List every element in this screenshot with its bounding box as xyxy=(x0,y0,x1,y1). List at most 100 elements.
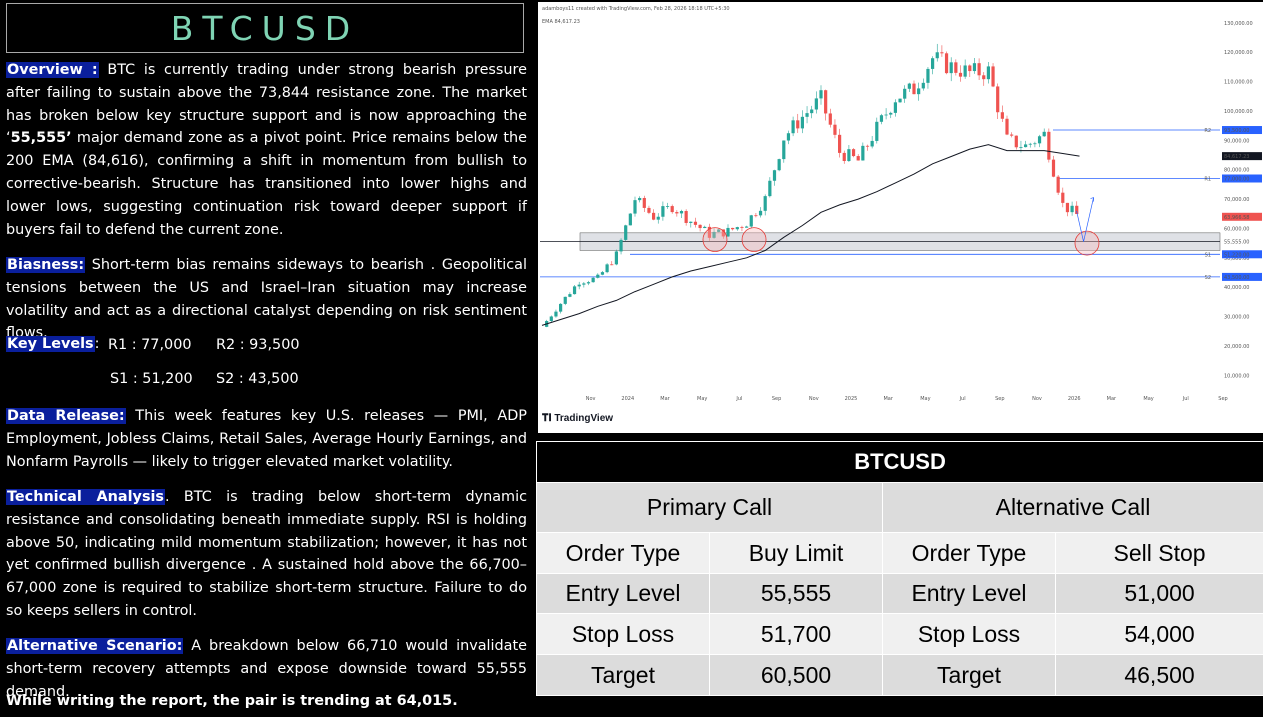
candle-body xyxy=(684,211,688,223)
candle-body xyxy=(610,264,614,266)
y-tick-label: 20,000.00 xyxy=(1224,344,1249,350)
r2-level: R2 : 93,500 xyxy=(216,337,300,353)
price-tag-s1-bg xyxy=(1222,250,1262,259)
candle-body xyxy=(805,113,809,117)
candle-body xyxy=(963,65,967,77)
candle-body xyxy=(986,66,990,80)
candle-body xyxy=(838,134,842,153)
candle-body xyxy=(968,65,972,72)
candle-body xyxy=(912,83,916,95)
projection-arrowhead xyxy=(1090,197,1094,202)
y-tick-label: 110,000.00 xyxy=(1224,80,1253,86)
candle-body xyxy=(679,211,684,214)
candle-body xyxy=(772,170,777,181)
overview-text-a: BTC is currently trading under strong be… xyxy=(6,62,528,147)
table-cell: Entry Level xyxy=(882,573,1056,614)
candle-body xyxy=(842,152,846,162)
candle-body xyxy=(1042,131,1046,137)
candle-body xyxy=(740,227,744,228)
x-tick-label: Mar xyxy=(1107,396,1117,402)
candle-body xyxy=(786,133,791,141)
alternative-text: A breakdown below 66,710 would invalidat… xyxy=(6,638,527,700)
trade-table: BTCUSD Primary Call Alternative Call Ord… xyxy=(535,441,1263,696)
price-tag-r1-bg xyxy=(1222,174,1262,183)
table-cell: 51,000 xyxy=(1054,573,1263,614)
candle-body xyxy=(1010,134,1014,136)
candle-body xyxy=(605,264,609,273)
candle-body xyxy=(1005,118,1009,135)
demand-touch-circle xyxy=(1074,230,1100,256)
candle-body xyxy=(833,124,837,135)
candle-body xyxy=(917,88,921,95)
tradingview-logo-icon: 𝐓𝐈 xyxy=(542,413,555,424)
candle-body xyxy=(996,86,1000,113)
candle-body xyxy=(745,226,749,228)
candle-body xyxy=(652,212,656,220)
table-title-row: BTCUSD xyxy=(535,441,1263,483)
candle-body xyxy=(977,63,981,76)
candle-body xyxy=(1061,192,1065,203)
alternative-paragraph: Alternative Scenario: A breakdown below … xyxy=(6,635,527,703)
candle-body xyxy=(1037,136,1042,144)
alternative-call-header: Alternative Call xyxy=(881,482,1263,533)
candle-body xyxy=(675,212,679,214)
candle-body xyxy=(903,88,907,99)
data-release-paragraph: Data Release: This week features key U.S… xyxy=(6,405,527,473)
tradingview-chart[interactable]: adamboys11 created with TradingView.com,… xyxy=(538,2,1263,433)
candle-body xyxy=(749,215,753,227)
y-tick-label: 100,000.00 xyxy=(1224,109,1253,115)
candle-body xyxy=(949,62,953,74)
y-tick-label: 130,000.00 xyxy=(1224,21,1253,27)
x-tick-label: 2026 xyxy=(1068,396,1081,402)
candle-body xyxy=(721,229,725,237)
candle-body xyxy=(819,90,823,99)
table-cell: Target xyxy=(536,654,710,696)
candle-body xyxy=(758,210,763,216)
table-row: Target 60,500 Target 46,500 xyxy=(536,654,1263,696)
candle-body xyxy=(1014,135,1018,148)
table-cell: Entry Level xyxy=(536,573,710,614)
demand-touch-circle xyxy=(741,227,767,253)
candle-body xyxy=(670,206,674,213)
current-price-note: While writing the report, the pair is tr… xyxy=(6,693,458,709)
x-tick-label: Sep xyxy=(772,396,781,402)
key-levels-row-1: Key Levels: xyxy=(6,336,99,352)
table-row: Entry Level 55,555 Entry Level 51,000 xyxy=(536,573,1263,614)
candle-body xyxy=(777,159,781,171)
chart-canvas[interactable]: adamboys11 created with TradingView.com,… xyxy=(538,2,1263,433)
last-price-tag-bg xyxy=(1222,212,1262,221)
candle-body xyxy=(1075,205,1079,215)
table-cell: Target xyxy=(882,654,1056,696)
candle-body xyxy=(944,53,949,74)
y-tick-label: 40,000.00 xyxy=(1224,285,1249,291)
y-tick-label: 30,000.00 xyxy=(1224,315,1249,321)
tradingview-logo[interactable]: 𝐓𝐈 TradingView xyxy=(542,413,613,424)
x-tick-label: Nov xyxy=(809,396,819,402)
x-tick-label: May xyxy=(1143,396,1153,402)
last-price-tag: 63,966.58 xyxy=(1224,215,1249,221)
candle-body xyxy=(791,120,795,134)
candle-body xyxy=(689,221,693,223)
candle-body xyxy=(614,251,618,265)
x-tick-label: May xyxy=(697,396,707,402)
analysis-panel: BTCUSD Overview : BTC is currently tradi… xyxy=(0,0,533,717)
table-cell: Stop Loss xyxy=(882,613,1056,655)
candle-body xyxy=(935,52,939,59)
candle-body xyxy=(754,215,758,217)
zone-price-tag: 55,555.00 xyxy=(1224,240,1249,246)
report-title-box: BTCUSD xyxy=(6,3,524,53)
candle-body xyxy=(563,296,567,304)
candle-body xyxy=(1019,147,1023,148)
biasness-text: Short-term bias remains sideways to bear… xyxy=(6,257,527,342)
y-tick-label: 60,000.00 xyxy=(1224,226,1249,232)
x-tick-label: Jul xyxy=(959,396,966,402)
price-tag-s2-bg xyxy=(1222,272,1262,281)
candle-body xyxy=(591,277,595,283)
candle-body xyxy=(889,112,893,115)
price-tag-r2-bg xyxy=(1222,126,1262,135)
candle-body xyxy=(875,121,879,141)
candle-body xyxy=(940,52,944,54)
candle-body xyxy=(851,149,856,157)
x-tick-label: Jul xyxy=(1182,396,1189,402)
overview-paragraph: Overview : BTC is currently trading unde… xyxy=(6,59,527,241)
